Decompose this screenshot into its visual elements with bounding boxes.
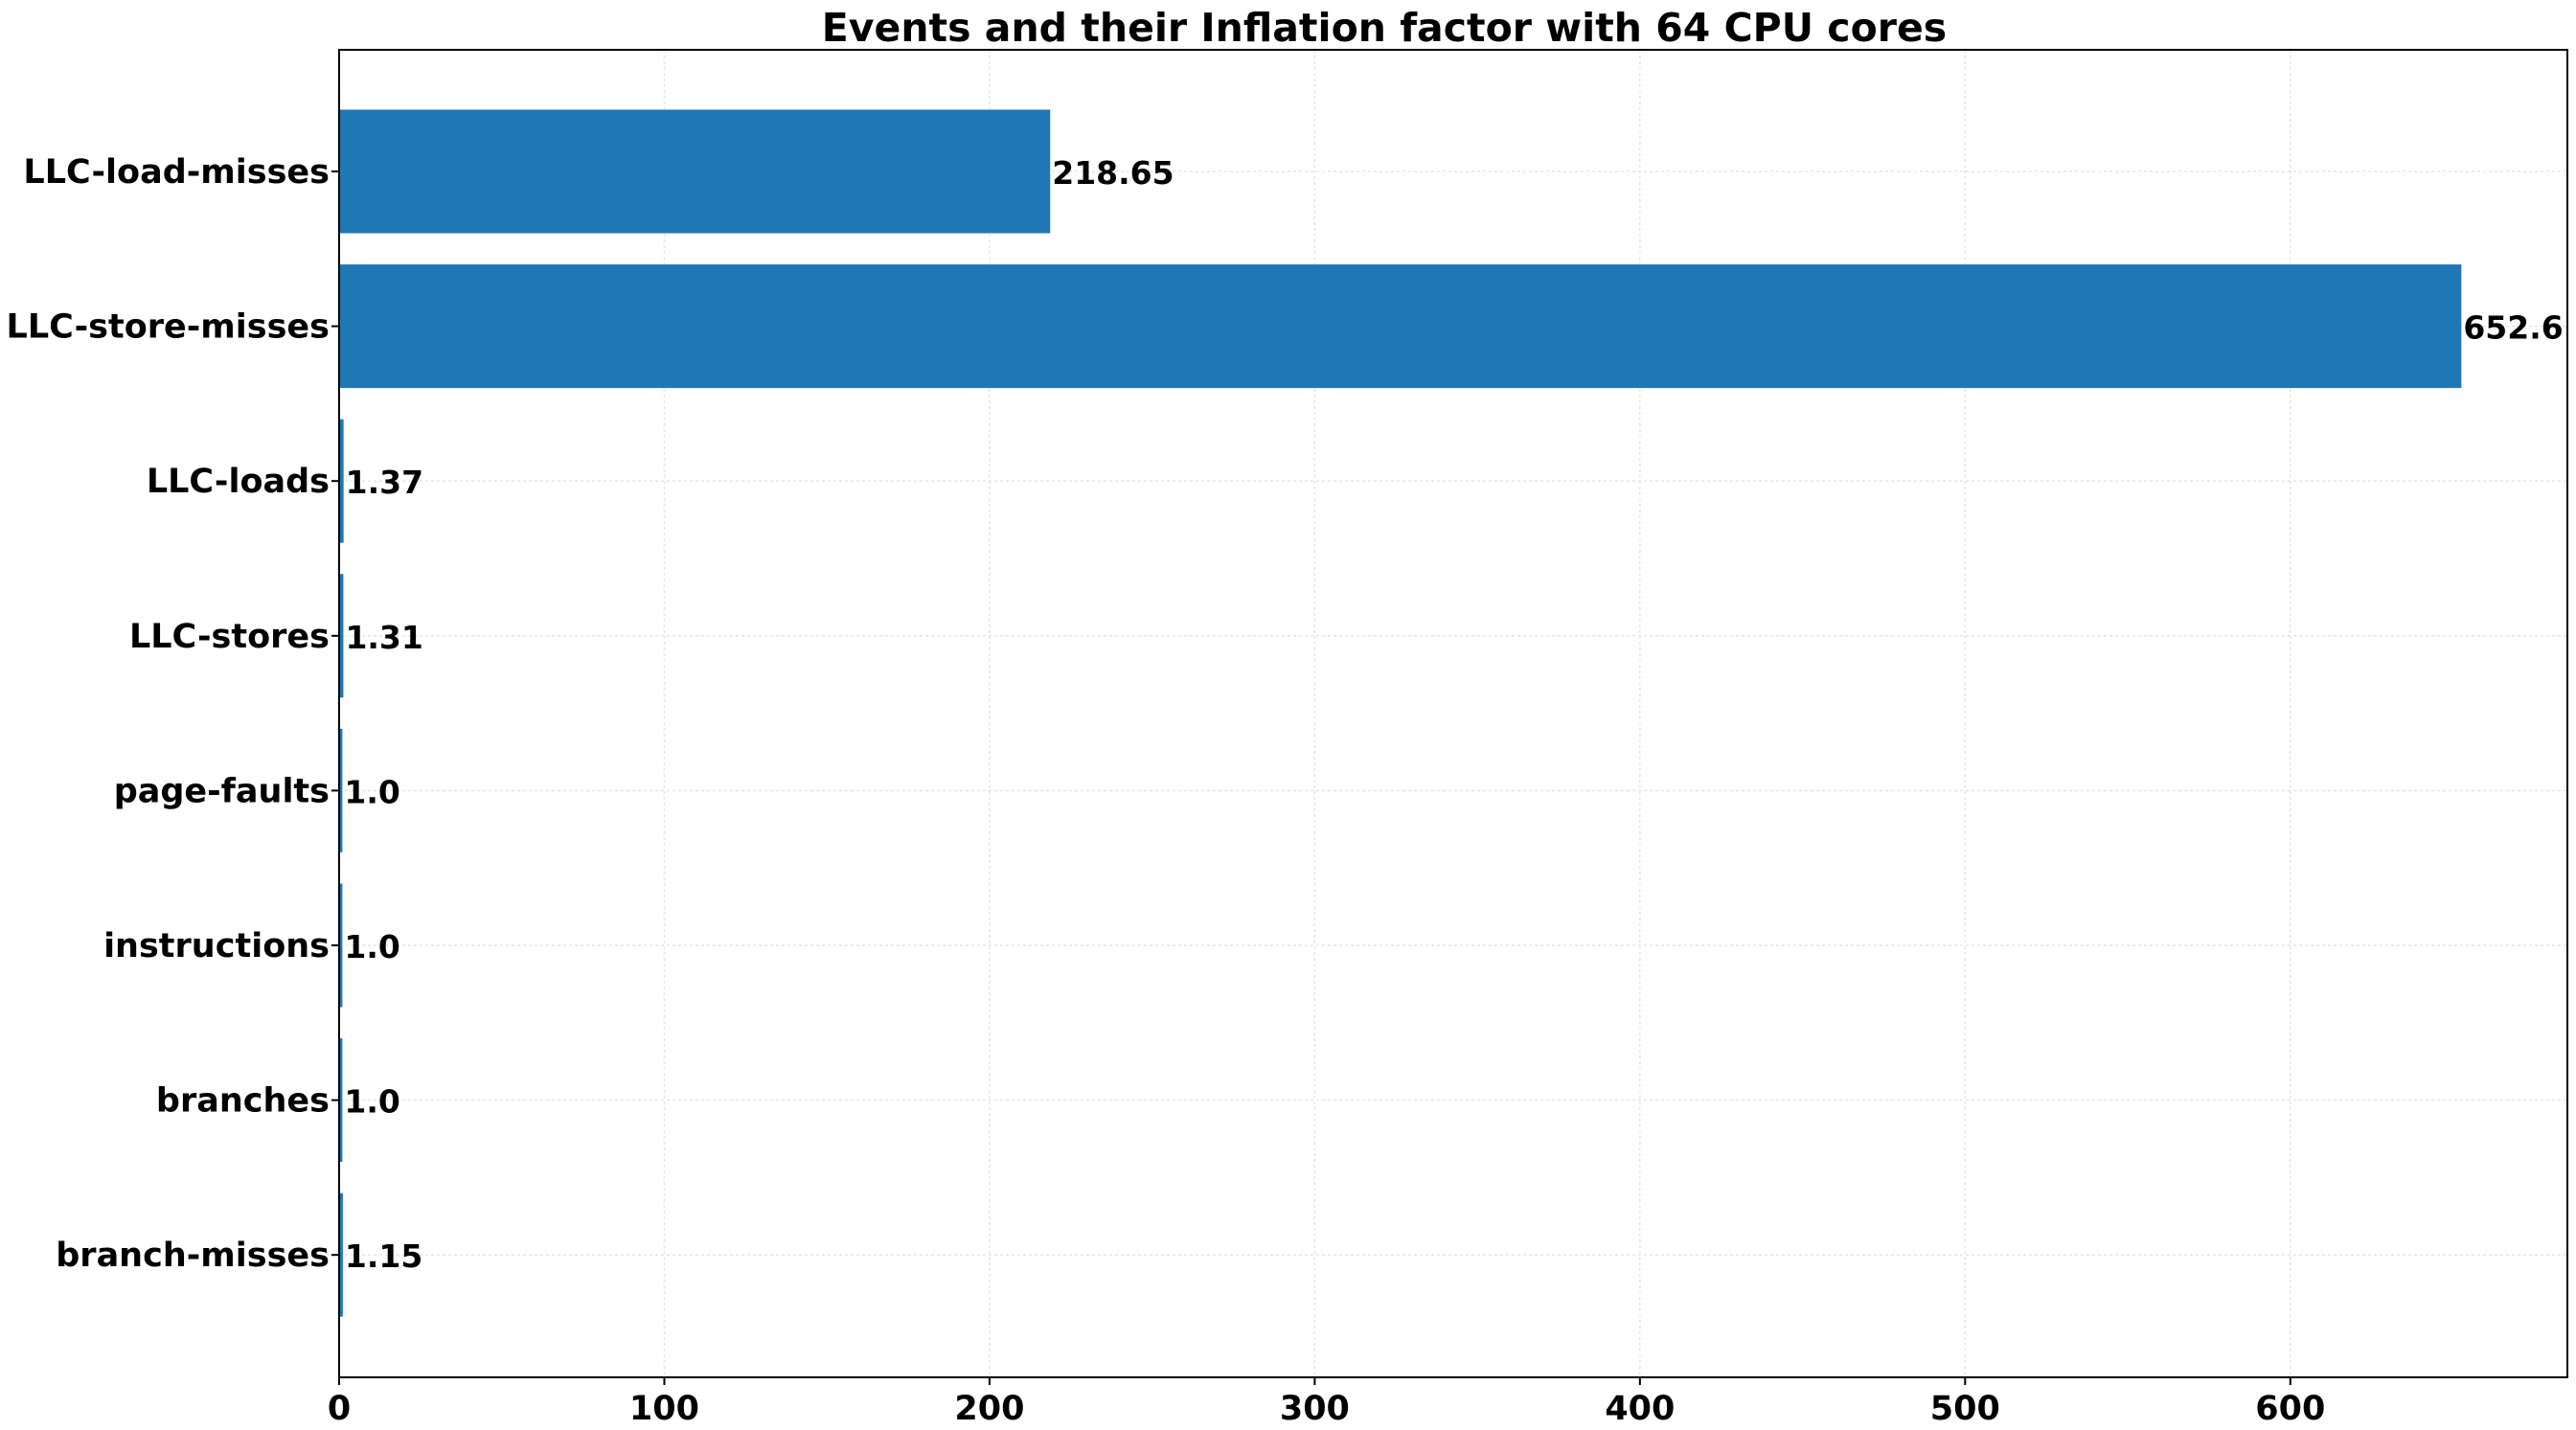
plot-frame <box>338 49 2568 1378</box>
y-tick-label-7: branch-misses <box>56 1237 330 1275</box>
bar-0 <box>339 109 1051 234</box>
y-tick-label-1: LLC-store-misses <box>7 308 330 347</box>
data-label-2: 1.37 <box>346 464 423 501</box>
bars-layer <box>339 109 2462 1317</box>
y-tick-label-5: instructions <box>103 927 330 965</box>
labels-layer: 218.65 652.6 1.37 1.31 1.0 1.0 1.0 1.15 <box>344 154 2563 1275</box>
x-tick-label-1: 100 <box>629 1390 699 1428</box>
bar-7 <box>339 1192 343 1317</box>
data-label-3: 1.31 <box>345 619 422 656</box>
y-tick-label-3: LLC-stores <box>129 618 330 656</box>
bar-1 <box>339 264 2462 389</box>
bar-3 <box>339 574 344 698</box>
data-label-4: 1.0 <box>344 773 399 810</box>
data-label-0: 218.65 <box>1052 154 1174 192</box>
y-tick-label-2: LLC-loads <box>147 463 330 501</box>
axis-layer: LLC-load-misses LLC-store-misses LLC-loads… <box>7 153 2326 1428</box>
x-tick-label-0: 0 <box>328 1390 351 1428</box>
bar-4 <box>339 728 343 852</box>
data-label-1: 652.6 <box>2463 309 2563 347</box>
bar-6 <box>339 1038 343 1163</box>
y-tick-label-0: LLC-load-misses <box>23 153 330 192</box>
y-tick-label-4: page-faults <box>114 772 330 810</box>
bar-2 <box>339 419 344 543</box>
bar-5 <box>339 883 343 1008</box>
data-label-7: 1.15 <box>345 1237 422 1275</box>
x-tick-label-6: 600 <box>2255 1390 2325 1428</box>
data-label-6: 1.0 <box>344 1083 399 1121</box>
x-tick-label-4: 400 <box>1605 1390 1675 1428</box>
chart-title: Events and their Inflation factor with 6… <box>822 5 1947 51</box>
grid-layer <box>338 50 2567 1377</box>
x-tick-label-2: 200 <box>954 1390 1024 1428</box>
data-label-5: 1.0 <box>344 928 399 965</box>
x-tick-label-5: 500 <box>1930 1390 2000 1428</box>
y-tick-label-6: branches <box>156 1082 330 1121</box>
x-tick-label-3: 300 <box>1280 1390 1350 1428</box>
